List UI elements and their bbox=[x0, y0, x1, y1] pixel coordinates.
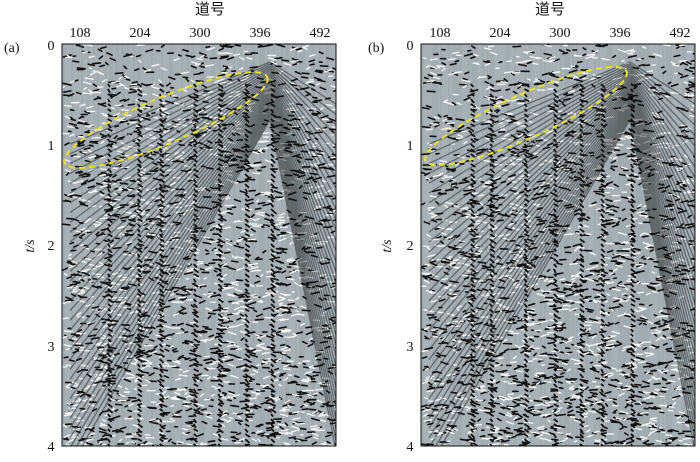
panel-a: 道号 108 204 300 396 492 (a) t/s 0 1 2 3 4 bbox=[4, 1, 337, 455]
panel-a-label: (a) bbox=[4, 41, 20, 56]
panel-b: 道号 108 204 300 396 492 (b) t/s 0 1 2 3 4 bbox=[368, 1, 696, 455]
panel-a-seismic-section bbox=[62, 44, 336, 446]
panel-a-x-tick-label: 108 bbox=[70, 26, 91, 41]
reflection-fan bbox=[428, 61, 695, 446]
panel-a-axis-title: 道号 bbox=[195, 1, 225, 18]
panel-a-y-tick-label: 4 bbox=[48, 440, 55, 455]
panel-b-frame bbox=[420, 43, 696, 447]
panel-b-x-tick-label: 300 bbox=[550, 26, 571, 41]
panel-a-y-title: t/s bbox=[23, 239, 38, 253]
trace-striations bbox=[62, 44, 329, 446]
panel-b-y-title: t/s bbox=[380, 239, 395, 253]
panel-b-y-tick-label: 4 bbox=[407, 440, 414, 455]
panel-b-y-tick-label: 2 bbox=[407, 239, 414, 254]
panel-b-label: (b) bbox=[368, 41, 385, 56]
panel-b-seismic-section bbox=[421, 44, 695, 446]
panel-b-x-tick-label: 492 bbox=[670, 26, 691, 41]
panel-b-x-tick-label: 204 bbox=[490, 26, 511, 41]
panel-a-x-tick-label: 492 bbox=[310, 26, 331, 41]
panel-b-x-ticks: 108 204 300 396 492 bbox=[430, 26, 691, 41]
panel-a-highlight-ellipse bbox=[63, 71, 269, 169]
panel-b-y-tick-label: 0 bbox=[407, 39, 414, 54]
wavelets-light bbox=[62, 44, 336, 446]
panel-a-y-tick-label: 0 bbox=[48, 39, 55, 54]
panel-a-x-tick-label: 300 bbox=[190, 26, 211, 41]
panel-b-y-tick-label: 1 bbox=[407, 139, 414, 154]
panel-b-x-tick-label: 108 bbox=[430, 26, 451, 41]
panel-a-y-tick-label: 2 bbox=[48, 239, 55, 254]
trace-striations bbox=[422, 44, 694, 446]
panel-b-axis-title: 道号 bbox=[535, 1, 565, 18]
panel-b-y-tick-label: 3 bbox=[407, 340, 414, 355]
panel-a-y-tick-label: 1 bbox=[48, 139, 55, 154]
panel-a-x-ticks: 108 204 300 396 492 bbox=[70, 26, 331, 41]
wavelets-dark bbox=[62, 44, 336, 446]
panel-b-y-ticks: 0 1 2 3 4 bbox=[407, 39, 414, 455]
noise-columns bbox=[107, 83, 277, 446]
panel-b-highlight-ellipse bbox=[424, 65, 628, 167]
panel-a-frame bbox=[61, 43, 337, 447]
reflection-fan bbox=[69, 61, 336, 446]
panel-a-x-tick-label: 204 bbox=[130, 26, 151, 41]
panel-b-x-tick-label: 396 bbox=[610, 26, 631, 41]
panel-a-x-tick-label: 396 bbox=[250, 26, 271, 41]
panel-a-y-tick-label: 3 bbox=[48, 340, 55, 355]
panel-a-y-ticks: 0 1 2 3 4 bbox=[48, 39, 55, 455]
